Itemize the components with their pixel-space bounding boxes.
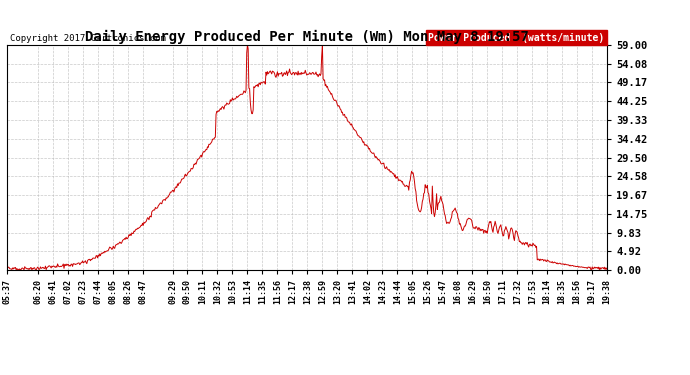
Text: Copyright 2017 Cartronics.com: Copyright 2017 Cartronics.com xyxy=(10,34,166,43)
Title: Daily Energy Produced Per Minute (Wm) Mon May 8 19:57: Daily Energy Produced Per Minute (Wm) Mo… xyxy=(85,30,529,44)
Text: Power Produced  (watts/minute): Power Produced (watts/minute) xyxy=(428,33,604,43)
